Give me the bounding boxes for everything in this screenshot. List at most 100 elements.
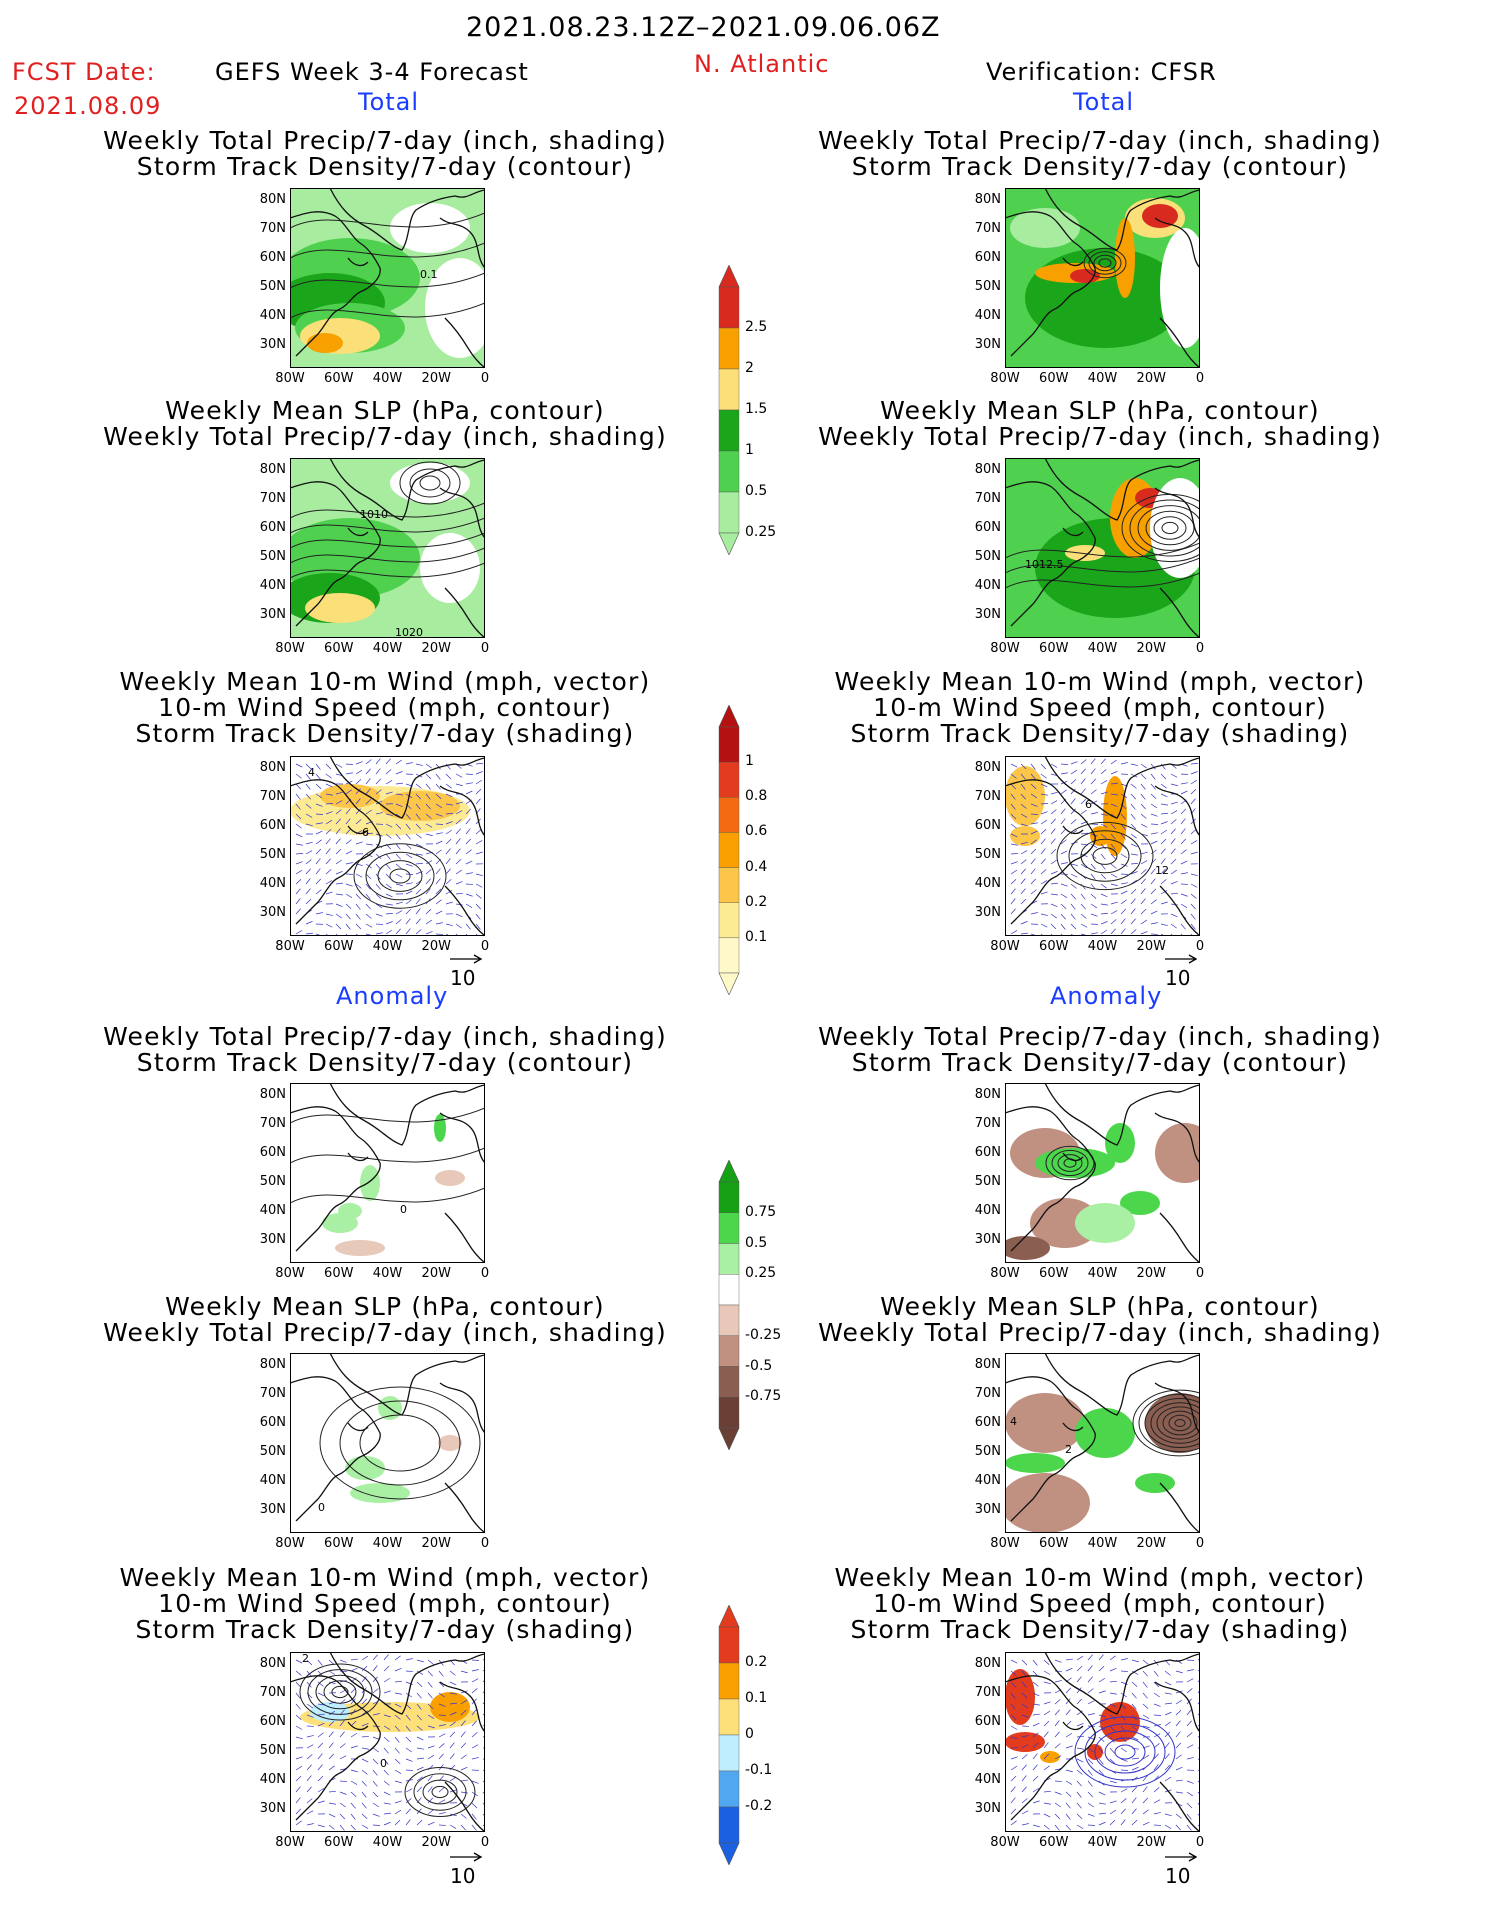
lat-tick-label: 30N: [259, 337, 286, 352]
wind-vector: [1065, 1802, 1071, 1809]
wind-vector: [1170, 828, 1176, 835]
wind-vector: [1100, 791, 1108, 795]
wind-vector: [1150, 868, 1156, 875]
wind-vector: [1164, 1731, 1171, 1738]
wind-vector: [315, 830, 323, 835]
wind-vector: [1060, 839, 1067, 845]
shade-region: [420, 533, 480, 603]
wind-vector: [425, 919, 432, 925]
wind-vector: [1076, 1655, 1084, 1661]
wind-vector: [1020, 859, 1027, 865]
wind-vector: [1021, 1681, 1027, 1688]
lon-tick-label: 20W: [1136, 939, 1166, 954]
shade-region: [360, 1165, 380, 1201]
wind-vector: [1076, 1722, 1084, 1727]
wind-vector: [1140, 888, 1146, 895]
wind-vector: [1060, 808, 1066, 815]
wind-vector: [1190, 788, 1197, 795]
wind-vector: [1050, 828, 1056, 835]
wind-vector: [415, 803, 421, 810]
wind-vector: [1175, 1670, 1183, 1674]
colorbar-label: 0.8: [745, 788, 768, 805]
shade-region: [1005, 1393, 1085, 1453]
lat-tick-label: 30N: [259, 1232, 286, 1247]
wind-vector: [1076, 1665, 1083, 1672]
colorbar-top-triangle: [718, 705, 740, 728]
wind-vector: [339, 1755, 347, 1760]
wind-vector: [306, 1659, 313, 1666]
wind-vector: [455, 773, 463, 778]
wind-vector: [365, 788, 371, 795]
title-an-fc-wind: Weekly Mean 10-m Wind (mph, vector) 10-m …: [119, 1563, 651, 1644]
wind-vector: [325, 773, 332, 779]
wind-vector: [1170, 933, 1174, 936]
wind-vector: [295, 1670, 302, 1676]
wind-vector: [365, 832, 373, 835]
lat-tick-label: 40N: [974, 1772, 1001, 1787]
wind-vector: [425, 888, 431, 895]
wind-vector: [1164, 1702, 1172, 1705]
lat-tick-label: 40N: [974, 876, 1001, 891]
wind-vector: [1087, 1813, 1095, 1817]
wind-vector: [1190, 903, 1196, 910]
lat-tick-label: 60N: [259, 1415, 286, 1430]
contour-label: 1010: [360, 508, 388, 521]
wind-vector: [438, 1743, 445, 1749]
wind-vector: [1080, 913, 1087, 919]
wind-vector: [1190, 779, 1198, 785]
shade-region: [1005, 1236, 1050, 1260]
contour-line: [1005, 557, 1200, 574]
wind-vector: [1150, 773, 1156, 780]
colorbar-segment: [718, 761, 740, 798]
wind-vector: [394, 1736, 400, 1743]
wind-vector: [1164, 1681, 1172, 1686]
wind-vector: [1070, 778, 1077, 785]
wind-vector: [1180, 773, 1189, 775]
lat-tick-label: 70N: [259, 1386, 286, 1401]
wind-vector: [415, 898, 421, 905]
wind-vector: [425, 773, 432, 780]
wind-vector: [1098, 1725, 1106, 1730]
shade-region: [1145, 1393, 1200, 1453]
wind-vector: [415, 843, 423, 848]
wind-vector: [449, 1742, 455, 1749]
wind-vector: [1197, 1669, 1200, 1672]
wind-vector: [1131, 1819, 1138, 1826]
map-panel-ob-slp: 1012.5: [1005, 458, 1200, 638]
wind-vector: [427, 1681, 433, 1688]
wind-vector: [325, 891, 333, 895]
wind-vector: [1098, 1812, 1106, 1815]
contour-line: [419, 475, 441, 491]
wind-vector: [449, 1711, 457, 1716]
wind-vector: [1010, 763, 1018, 768]
wind-vector: [295, 898, 301, 905]
wind-vector: [1170, 858, 1177, 865]
wind-vector: [1160, 821, 1168, 825]
wind-vector: [1050, 800, 1058, 805]
wind-vector: [1130, 918, 1136, 925]
lat-tick-label: 50N: [974, 279, 1001, 294]
wind-vector: [339, 1813, 346, 1820]
wind-vector: [405, 1725, 411, 1732]
wind-vector: [315, 839, 322, 845]
wind-vector: [375, 923, 384, 925]
wind-vector: [1090, 758, 1096, 765]
wind-vector: [465, 838, 472, 845]
wind-vector: [1065, 1709, 1071, 1716]
wind-vector: [427, 1809, 434, 1815]
wind-vector: [416, 1819, 423, 1826]
contour-label: 2: [302, 1652, 309, 1665]
wind-vector: [328, 1813, 336, 1818]
wind-vector: [465, 828, 471, 835]
wind-vector: [1150, 793, 1157, 800]
lat-tick-label: 60N: [974, 1415, 1001, 1430]
wind-vector: [1040, 891, 1048, 895]
wind-vector: [1130, 843, 1138, 848]
shade-region: [1075, 1408, 1135, 1458]
wind-vector: [1109, 1703, 1117, 1708]
wind-vector: [1010, 1808, 1017, 1815]
lon-tick-label: 40W: [372, 371, 403, 386]
wind-vector: [1175, 1766, 1183, 1771]
map-panel-an-ob-wind: [1005, 1652, 1200, 1832]
